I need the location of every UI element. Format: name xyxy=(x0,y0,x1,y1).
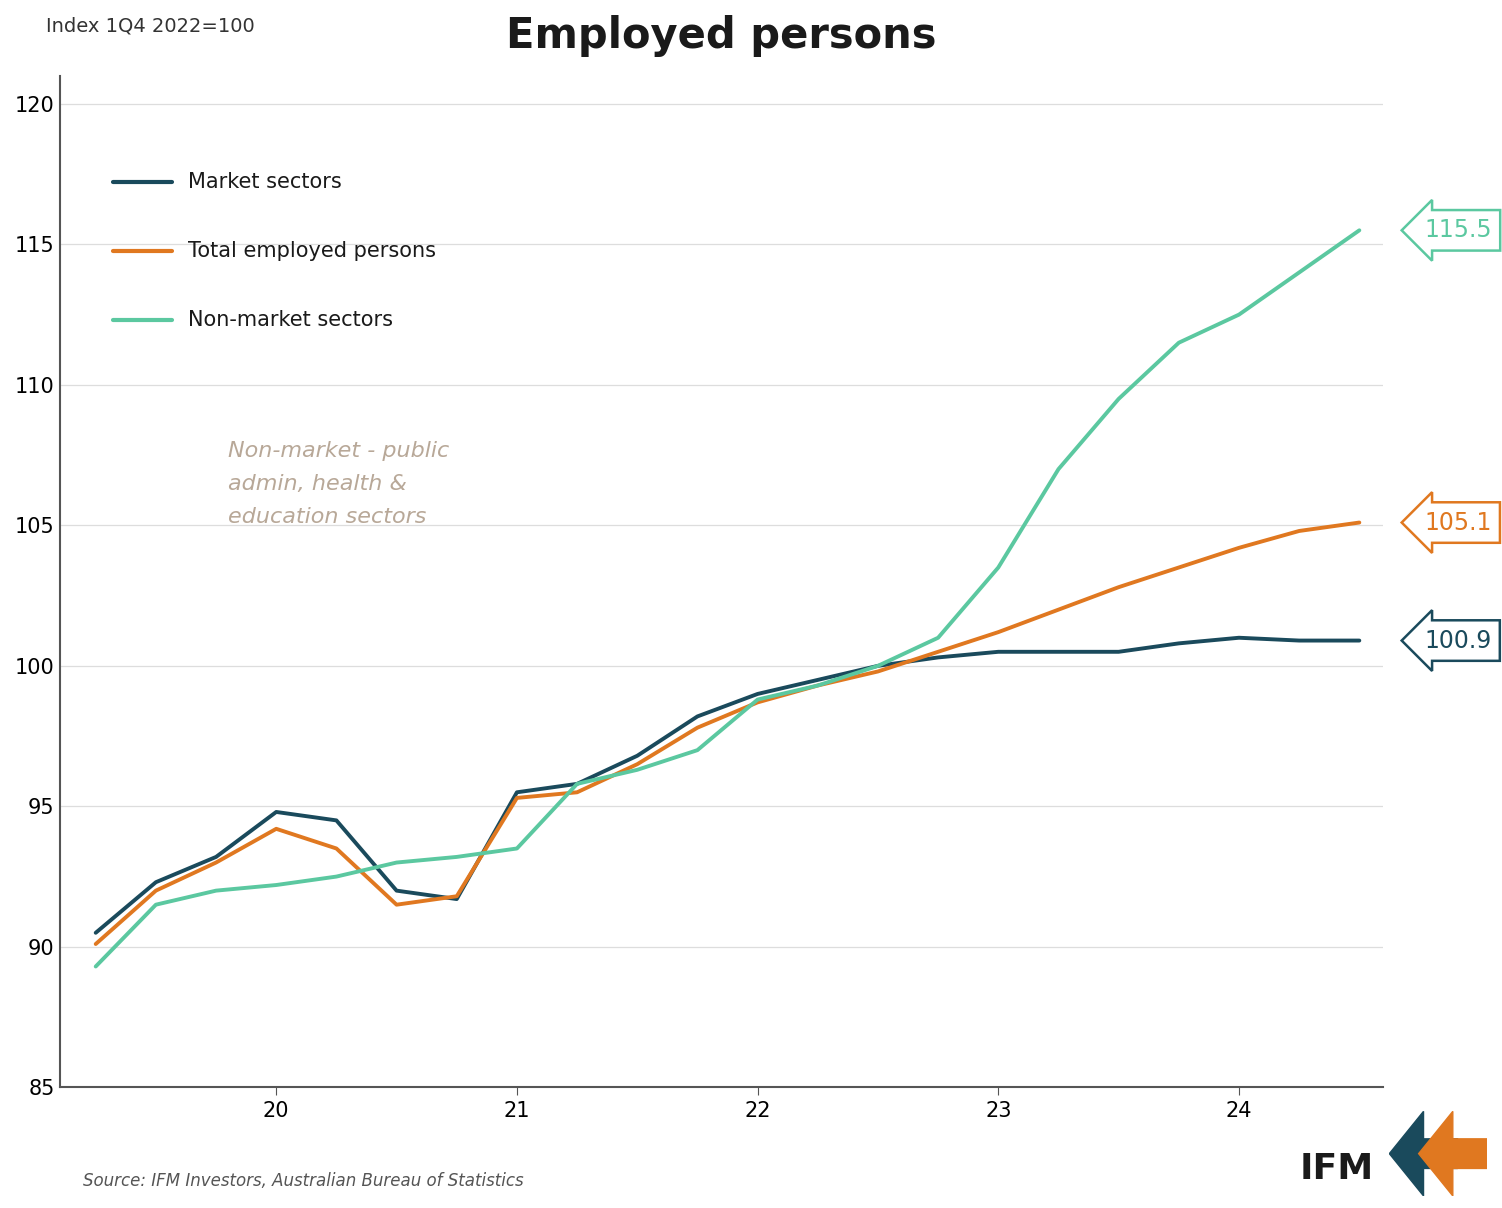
Title: Employed persons: Employed persons xyxy=(506,14,937,57)
Text: Total employed persons: Total employed persons xyxy=(188,240,436,261)
Text: Market sectors: Market sectors xyxy=(188,172,342,192)
Polygon shape xyxy=(1389,1111,1458,1196)
Text: 100.9: 100.9 xyxy=(1424,628,1491,652)
Text: IFM: IFM xyxy=(1299,1152,1373,1186)
Text: 105.1: 105.1 xyxy=(1424,511,1491,535)
Text: Non-market - public
admin, health &
education sectors: Non-market - public admin, health & educ… xyxy=(228,441,449,527)
Text: Non-market sectors: Non-market sectors xyxy=(188,309,394,330)
Polygon shape xyxy=(1419,1111,1487,1196)
Text: 115.5: 115.5 xyxy=(1424,219,1491,243)
Text: Source: IFM Investors, Australian Bureau of Statistics: Source: IFM Investors, Australian Bureau… xyxy=(83,1172,523,1190)
Text: Index 1Q4 2022=100: Index 1Q4 2022=100 xyxy=(47,17,255,35)
